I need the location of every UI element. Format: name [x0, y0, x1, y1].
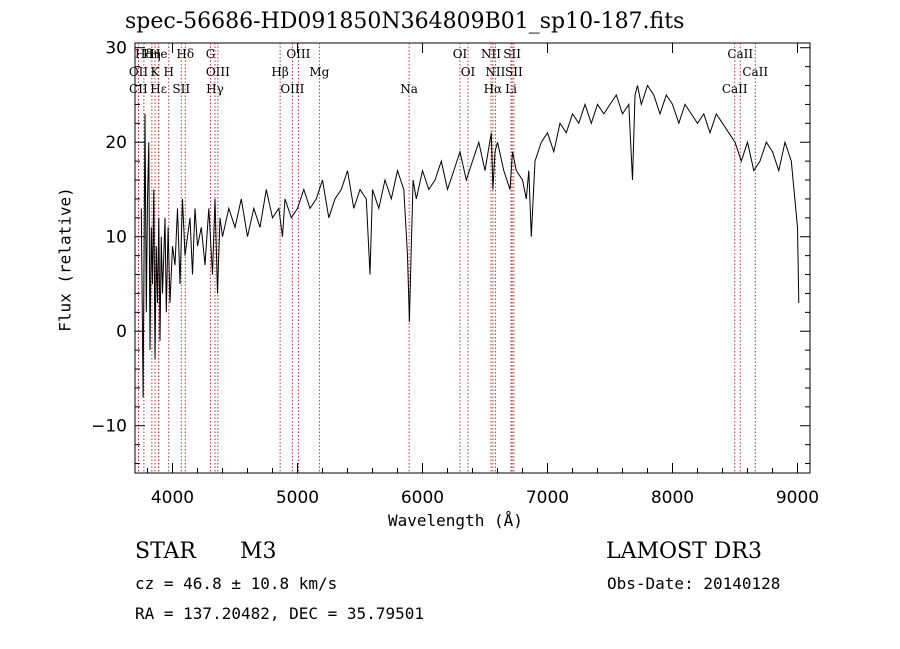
marker-label: Hη	[143, 47, 161, 61]
object-subclass: M3	[240, 539, 277, 564]
marker-label: OI	[453, 47, 468, 61]
marker-label: OII	[129, 65, 149, 79]
marker-label: NII	[485, 65, 505, 79]
marker-label: CII	[129, 82, 148, 96]
marker-label: Li	[505, 82, 517, 96]
y-tick-label: 10	[105, 228, 127, 248]
marker-label: OIII	[206, 65, 230, 79]
y-axis-label: Flux (relative)	[55, 187, 75, 332]
redshift-cz: cz = 46.8 ± 10.8 km/s	[135, 574, 338, 593]
emission-line-markers	[137, 43, 756, 473]
x-tick-label: 4000	[151, 488, 194, 508]
y-tick-label: 0	[116, 322, 127, 342]
x-tick-label: 5000	[276, 488, 319, 508]
marker-label: SII	[172, 82, 190, 96]
marker-label: SII	[505, 65, 523, 79]
object-class: STAR	[135, 539, 196, 564]
marker-label: CaII	[722, 82, 748, 96]
marker-label: OIII	[280, 82, 304, 96]
marker-label: Na	[400, 82, 418, 96]
marker-label: H	[164, 65, 174, 79]
x-tick-label: 6000	[401, 488, 444, 508]
x-tick-label: 8000	[651, 488, 694, 508]
x-tick-label: 9000	[776, 488, 819, 508]
marker-label: OIII	[286, 47, 310, 61]
survey-name: LAMOST DR3	[606, 539, 762, 564]
marker-label: OI	[461, 65, 476, 79]
y-tick-label: −10	[91, 417, 127, 437]
marker-label: NII	[481, 47, 501, 61]
chart-title: spec-56686-HD091850N364809B01_sp10-187.f…	[125, 9, 685, 34]
marker-label: Hδ	[135, 47, 153, 61]
marker-label: K	[151, 65, 161, 79]
y-tick-label: 20	[105, 133, 127, 153]
marker-label: CaII	[742, 65, 768, 79]
x-axis-label: Wavelength (Å)	[388, 511, 523, 530]
marker-label: CaII	[727, 47, 753, 61]
coordinates: RA = 137.20482, DEC = 35.79501	[135, 604, 424, 623]
observation-date: Obs-Date: 20140128	[607, 574, 781, 593]
marker-label: Mg	[309, 65, 329, 79]
marker-label: Hα	[484, 82, 503, 96]
y-tick-label: 30	[105, 39, 127, 59]
plot-frame	[134, 42, 811, 474]
marker-label: G	[206, 47, 216, 61]
marker-label: Hε	[150, 82, 167, 96]
x-tick-label: 7000	[526, 488, 569, 508]
spectrum-line	[140, 84, 800, 398]
marker-label: He	[150, 47, 168, 61]
marker-label: SII	[503, 47, 521, 61]
axis-ticks: 4000 5000 6000 7000 8000 9000 −10 0 10 20 30	[91, 39, 819, 508]
marker-label: Hδ	[176, 47, 194, 61]
marker-label: Hβ	[271, 65, 288, 79]
marker-label: Hγ	[206, 82, 224, 96]
